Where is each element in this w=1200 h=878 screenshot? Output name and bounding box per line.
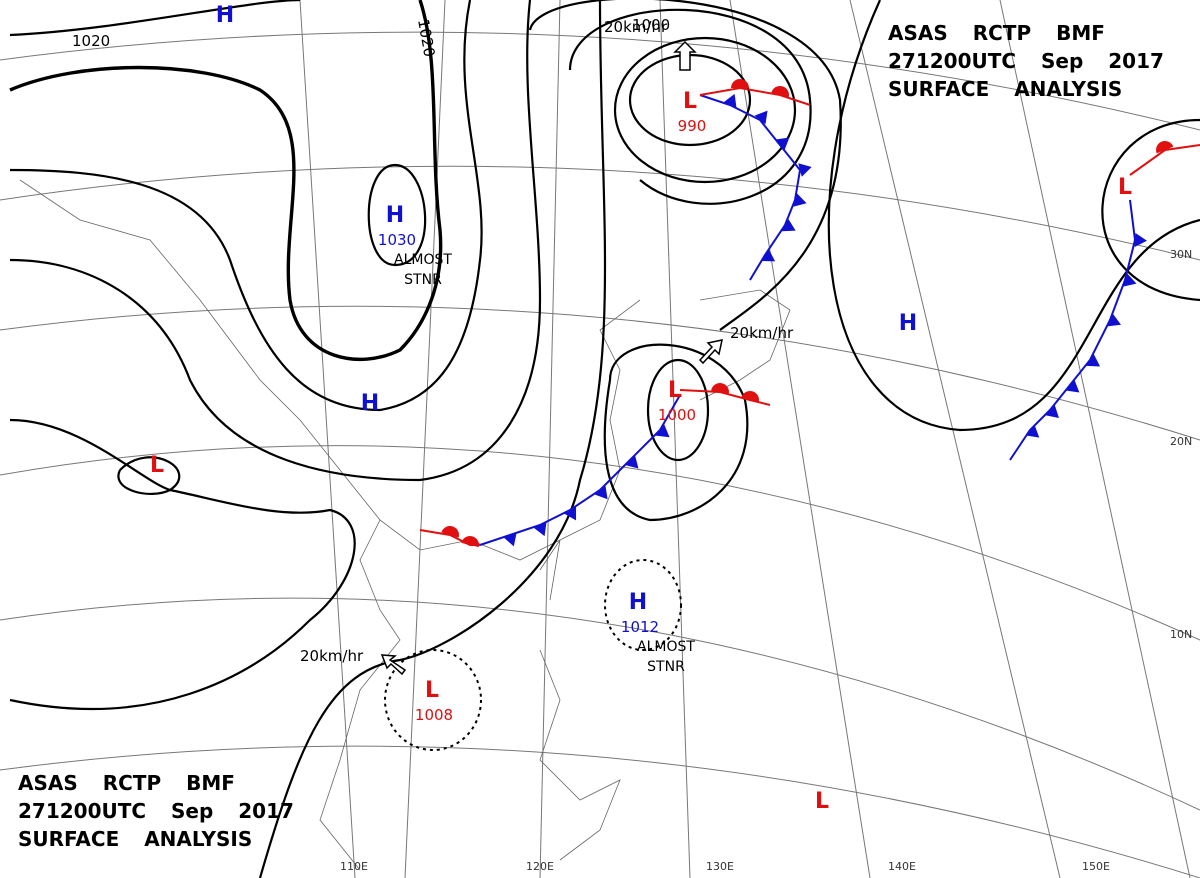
isobar-label: 1000 [632,16,670,34]
movement-label: 20km/hr [604,18,668,36]
isobar-label: 1020 [414,18,438,59]
center-symbol: H [216,3,234,28]
header-line: SURFACE ANALYSIS [18,827,252,851]
center-symbol: H [899,311,917,336]
movement-arrow [380,654,407,676]
longitude-label: 150E [1082,860,1110,873]
center-pressure: 1030 [378,231,416,249]
latitude-label: 30N [1170,248,1192,261]
isobar-label: 1020 [72,32,110,50]
movement-arrow [673,40,697,71]
center-pressure: 1000 [658,406,696,424]
center-symbol: H [386,203,404,228]
header-line: ASAS RCTP BMF [888,21,1105,45]
movement-label: 20km/hr [730,324,794,342]
longitude-label: 110E [340,860,368,873]
movement-label: 20km/hr [300,647,364,665]
header-top: ASAS RCTP BMF 271200UTC Sep 2017 SURFACE… [888,21,1164,101]
isobars [9,0,1200,878]
latitude-label: 10N [1170,628,1192,641]
center-symbol: L [683,89,697,114]
center-note: ALMOST [637,639,695,655]
header-line: ASAS RCTP BMF [18,771,235,795]
center-symbol: L [150,453,164,478]
center-symbol: L [1118,175,1132,200]
longitude-label: 140E [888,860,916,873]
center-symbol: L [815,789,829,814]
longitude-label: 130E [706,860,734,873]
longitude-label: 120E [526,860,554,873]
header-line: SURFACE ANALYSIS [888,77,1122,101]
center-pressure: 1008 [415,706,453,724]
center-note: STNR [404,272,442,288]
latitude-label: 20N [1170,435,1192,448]
center-symbol: L [668,378,682,403]
center-symbol: H [629,590,647,615]
center-note: ALMOST [394,252,452,268]
center-symbol: L [425,678,439,703]
movement-arrow [698,339,723,365]
center-note: STNR [647,659,685,675]
header-bottom: ASAS RCTP BMF 271200UTC Sep 2017 SURFACE… [18,771,294,851]
center-symbol: H [361,391,379,416]
center-pressure: 990 [678,117,707,135]
center-pressure: 1012 [621,618,659,636]
header-line: 271200UTC Sep 2017 [888,49,1164,73]
fronts [419,79,1200,548]
header-line: 271200UTC Sep 2017 [18,799,294,823]
